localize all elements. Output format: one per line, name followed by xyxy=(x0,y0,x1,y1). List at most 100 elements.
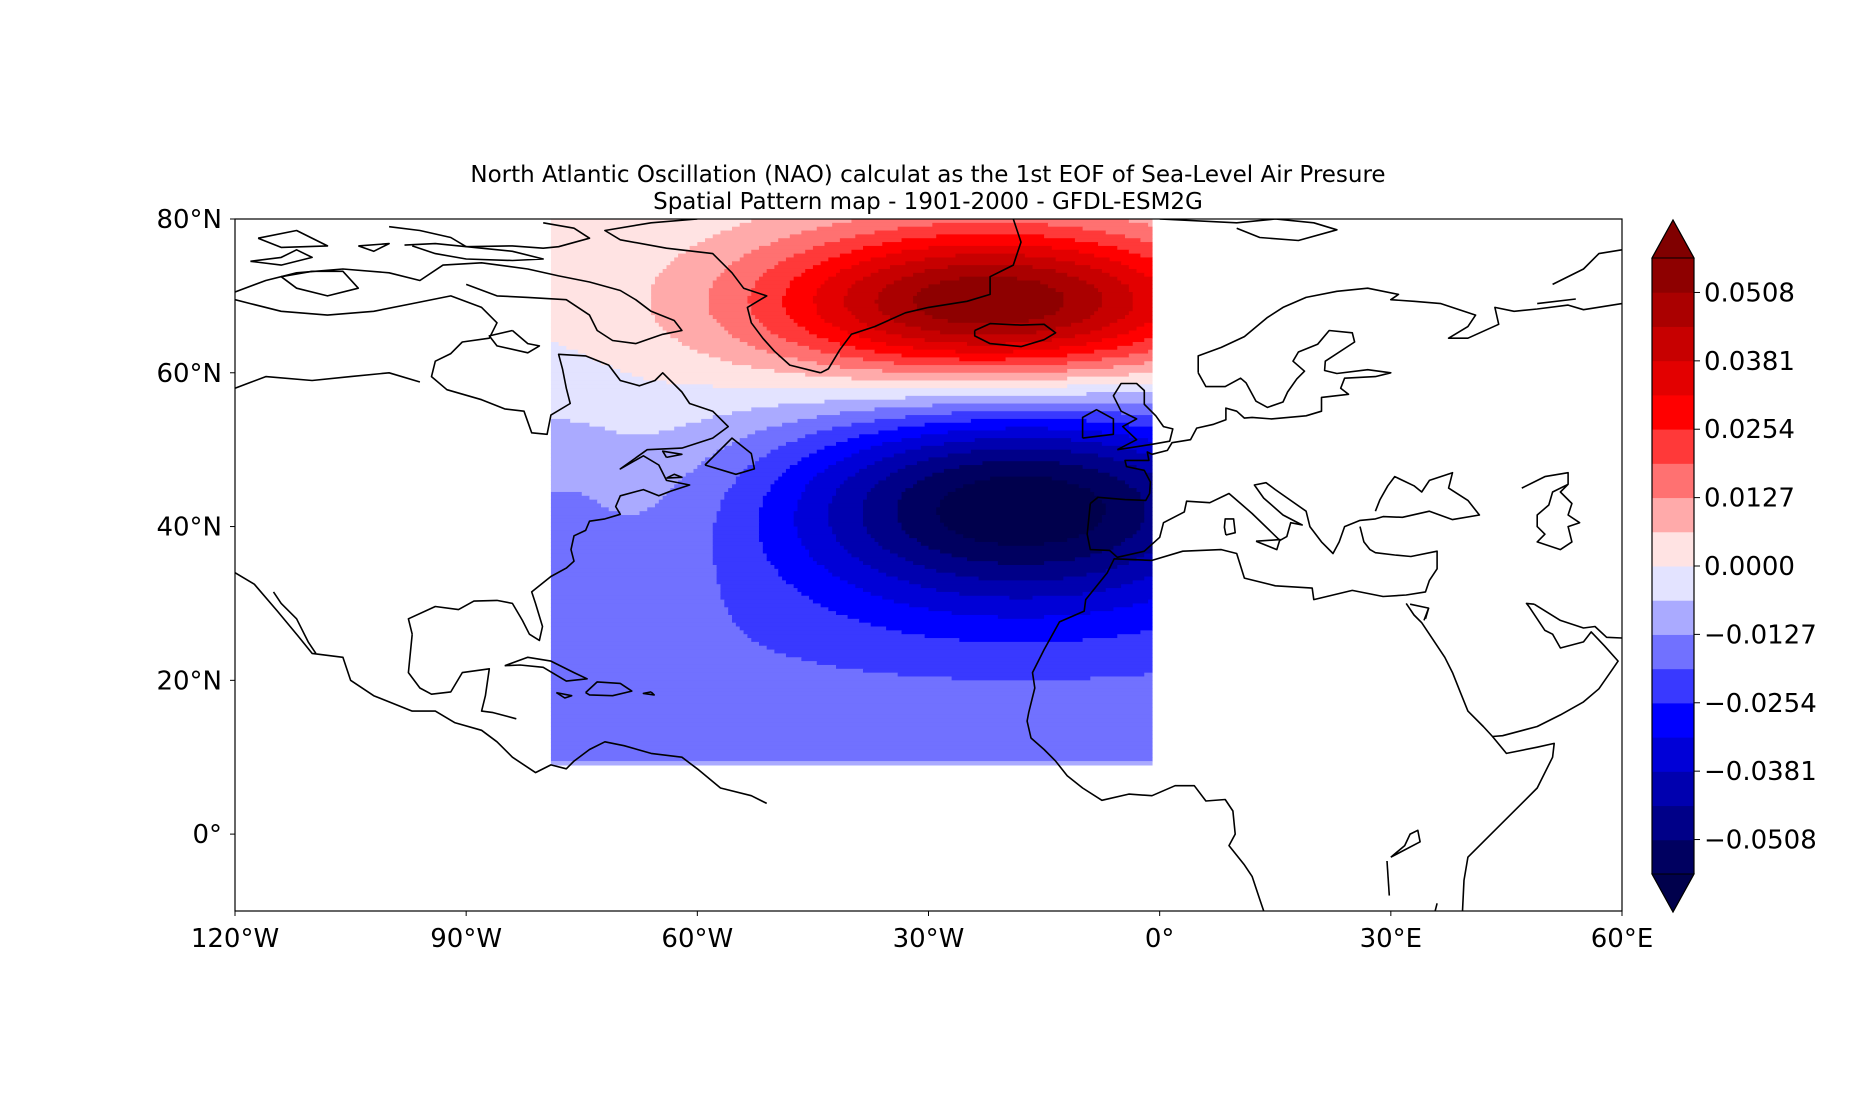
field-cell xyxy=(797,438,849,443)
coastline xyxy=(642,691,655,696)
field-cell xyxy=(550,426,606,432)
field-cell xyxy=(1098,242,1153,247)
field-cell xyxy=(758,457,802,462)
field-cell xyxy=(550,638,752,643)
field-cell xyxy=(1090,330,1130,335)
field-cell xyxy=(712,538,760,543)
field-cell xyxy=(720,503,764,508)
coastline xyxy=(250,249,313,266)
field-cell xyxy=(1117,334,1153,339)
field-cell xyxy=(785,311,818,316)
field-cell xyxy=(739,257,787,262)
colorbar-ticks: 0.0508 0.0381 0.0254 0.0127 0.0000 −0.0127 −0.… xyxy=(1694,278,1817,856)
field-cell xyxy=(943,468,1099,474)
field-cell xyxy=(1078,276,1118,282)
field-cell xyxy=(550,676,953,681)
field-cell xyxy=(550,315,656,320)
field-cell xyxy=(651,307,710,312)
field-cell xyxy=(758,318,795,324)
field-cell xyxy=(828,507,864,512)
field-cell xyxy=(550,641,760,647)
eof-field xyxy=(550,219,1153,766)
field-cell xyxy=(797,357,864,362)
field-cell xyxy=(793,515,829,520)
field-cell xyxy=(886,330,941,335)
field-cell xyxy=(1047,426,1153,432)
field-cell xyxy=(550,403,779,408)
field-cell xyxy=(774,368,883,374)
field-cell xyxy=(739,222,833,228)
field-cell xyxy=(1136,326,1153,332)
field-cell xyxy=(550,722,1153,728)
field-cell xyxy=(836,534,872,539)
coastline xyxy=(1521,471,1581,551)
field-cell xyxy=(654,315,714,320)
field-cell xyxy=(550,630,745,635)
field-cell xyxy=(828,607,930,612)
field-cell xyxy=(604,426,675,432)
field-cell xyxy=(1067,368,1153,374)
field-cell xyxy=(758,245,814,251)
coastline xyxy=(1086,471,1481,559)
field-cell xyxy=(859,468,899,474)
field-cell xyxy=(782,299,814,305)
field-cell xyxy=(936,511,1107,516)
field-cell xyxy=(916,461,984,466)
field-cell xyxy=(666,491,725,497)
field-cell xyxy=(778,403,933,408)
field-cell xyxy=(928,607,1115,612)
field-cell xyxy=(658,499,722,505)
field-cell xyxy=(901,526,949,531)
field-cell xyxy=(597,499,660,505)
field-cell xyxy=(762,503,799,508)
field-cell xyxy=(1055,288,1099,293)
field-cell xyxy=(832,526,868,531)
field-cell xyxy=(550,261,671,266)
field-cell xyxy=(712,522,760,528)
field-cell xyxy=(809,453,853,458)
field-cell xyxy=(716,576,783,581)
field-cell xyxy=(851,553,899,558)
field-cell xyxy=(897,226,1084,232)
field-cell xyxy=(550,741,1153,747)
field-cell xyxy=(1132,580,1153,585)
field-cell xyxy=(1067,353,1130,358)
field-cell xyxy=(982,461,1061,466)
field-cell xyxy=(550,672,899,678)
y-tick-label: 20°N xyxy=(156,666,222,696)
field-cell xyxy=(816,415,906,420)
field-cell xyxy=(1144,499,1153,505)
field-cell xyxy=(866,322,906,328)
colorbar-segment xyxy=(1652,737,1694,772)
field-cell xyxy=(1013,349,1095,355)
field-cell xyxy=(1113,457,1153,462)
field-cell xyxy=(909,534,964,539)
field-cell xyxy=(828,511,864,516)
field-cell xyxy=(878,568,937,574)
coastline xyxy=(358,242,390,253)
field-cell xyxy=(550,614,733,620)
field-cell xyxy=(720,595,810,601)
field-cell xyxy=(689,345,756,351)
field-cell xyxy=(1032,595,1153,601)
field-cell xyxy=(697,349,768,355)
field-cell xyxy=(770,561,818,566)
field-cell xyxy=(1140,522,1153,528)
field-cell xyxy=(839,541,880,547)
field-cell xyxy=(866,491,903,497)
field-cell xyxy=(550,688,1153,693)
field-cell xyxy=(824,242,883,247)
field-cell xyxy=(1067,272,1111,278)
colorbar-segment xyxy=(1652,360,1694,396)
field-cell xyxy=(550,645,768,651)
field-cell xyxy=(847,288,883,293)
field-cell xyxy=(820,603,910,608)
field-cell xyxy=(828,465,868,470)
field-cell xyxy=(550,330,668,335)
field-cell xyxy=(1082,638,1153,643)
field-cell xyxy=(550,634,749,639)
field-cell xyxy=(550,265,668,270)
field-cell xyxy=(870,534,910,539)
field-cell xyxy=(859,318,895,324)
